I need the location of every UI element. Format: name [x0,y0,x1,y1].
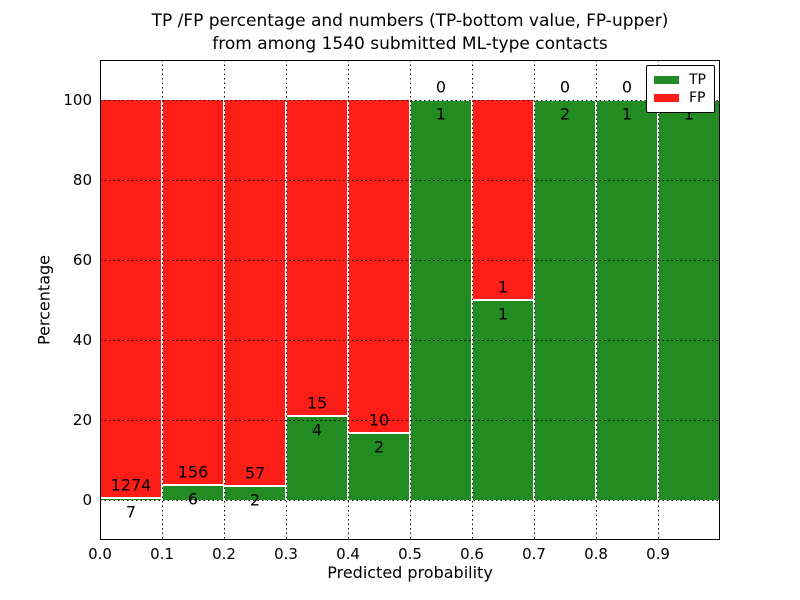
bar-bin-0.0 [100,100,162,500]
chart-title: TP /FP percentage and numbers (TP-bottom… [100,10,720,56]
bar-bin-0.7 [534,100,596,500]
vertical-gridline [162,60,163,540]
tp-count-label: 2 [559,104,571,124]
tp-segment [286,415,348,500]
legend-item-label: FP [689,90,706,107]
fp-count-label: 15 [306,393,328,413]
legend-item: FP [647,91,714,105]
x-axis-label: Predicted probability [327,563,493,582]
fp-segment [472,100,534,300]
horizontal-gridline [100,500,720,501]
bar-bin-0.1 [162,100,224,500]
fp-count-label: 0 [435,77,447,97]
tp-count-label: 1 [683,104,695,124]
x-tick-label: 0.6 [460,545,484,563]
tp-count-label: 1 [621,104,633,124]
horizontal-gridline [100,100,720,101]
y-tick-label: 100 [63,91,92,109]
x-tick-label: 0.8 [584,545,608,563]
legend-item-label: TP [689,71,706,88]
x-tick-label: 0.3 [274,545,298,563]
fp-segment [162,100,224,486]
legend: TP FP [646,65,715,113]
fp-count-label: 10 [368,410,390,430]
vertical-gridline [286,60,287,540]
x-tick-label: 0.9 [646,545,670,563]
fp-count-label: 0 [559,77,571,97]
y-tick-label: 60 [72,251,92,269]
tp-count-label: 1 [435,104,447,124]
chart-title-line2: from among 1540 submitted ML-type contac… [212,34,608,54]
x-tick-label: 0.4 [336,545,360,563]
horizontal-gridline [100,260,720,261]
fp-segment [224,100,286,487]
y-tick-label: 40 [72,331,92,349]
fp-count-label: 156 [177,462,209,482]
tp-segment [534,100,596,500]
fp-count-label: 57 [244,463,266,483]
vertical-gridline [348,60,349,540]
vertical-gridline [534,60,535,540]
x-tick-label: 0.5 [398,545,422,563]
tp-count-label: 2 [373,437,385,457]
tp-segment [472,300,534,500]
plot-area: 1274715665721541020111020101 [100,60,720,540]
horizontal-gridline [100,420,720,421]
horizontal-gridline [100,180,720,181]
x-tick-label: 0.7 [522,545,546,563]
x-tick-label: 0.2 [212,545,236,563]
fp-count-label: 1274 [110,475,152,495]
fp-segment [100,100,162,498]
bar-bin-0.6 [472,100,534,500]
legend-item: TP [647,73,714,87]
tp-segment [348,433,410,500]
vertical-gridline [224,60,225,540]
bar-bin-0.3 [286,100,348,500]
bar-bin-0.8 [596,100,658,500]
fp-count-label: 1 [497,277,509,297]
tp-count-label: 2 [249,490,261,510]
chart-title-line1: TP /FP percentage and numbers (TP-bottom… [151,11,669,31]
fp-segment [348,100,410,434]
vertical-gridline [410,60,411,540]
tp-count-label: 6 [187,489,199,509]
tp-segment [658,100,720,500]
tp-segment [410,100,472,500]
bar-bin-0.2 [224,100,286,500]
vertical-gridline [658,60,659,540]
vertical-gridline [596,60,597,540]
fp-swatch-icon [654,94,679,103]
tp-count-label: 1 [497,304,509,324]
bar-bin-0.9 [658,100,720,500]
tp-segment [596,100,658,500]
tp-count-label: 4 [311,420,323,440]
x-tick-label: 0.0 [88,545,112,563]
fp-segment [286,100,348,416]
vertical-gridline [472,60,473,540]
y-tick-label: 20 [72,411,92,429]
bar-bin-0.5 [410,100,472,500]
tp-count-label: 7 [125,502,137,522]
y-tick-label: 80 [72,171,92,189]
tp-swatch-icon [654,75,679,84]
fp-count-label: 0 [621,77,633,97]
x-tick-label: 0.1 [150,545,174,563]
y-tick-label: 0 [82,491,92,509]
horizontal-gridline [100,340,720,341]
